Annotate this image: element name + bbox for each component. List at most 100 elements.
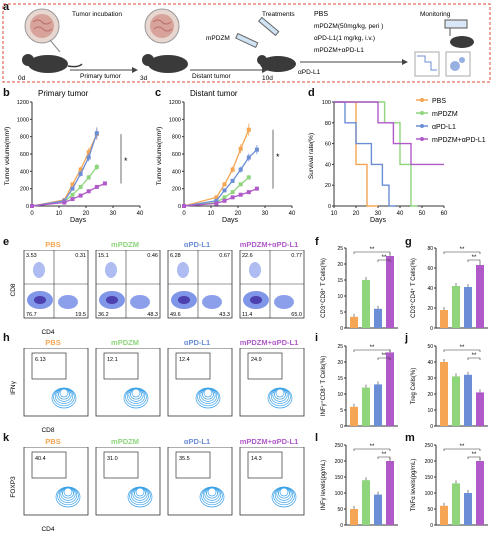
bar-ytick: 150 xyxy=(335,475,344,481)
chart-d-ytick: 0 xyxy=(328,204,331,210)
chart-b-point xyxy=(94,184,99,189)
panel-label-k: k xyxy=(3,432,10,444)
day0-text: 0d xyxy=(18,75,26,82)
flow-xlabel: CD4 xyxy=(41,526,54,533)
flow-gate-value: 35.5 xyxy=(179,456,190,462)
sig-label: ** xyxy=(370,345,375,351)
flow-title: αPD-L1 xyxy=(183,338,211,347)
flow-contour xyxy=(275,388,285,398)
mpdzm-text: mPDZM xyxy=(206,35,230,42)
survival-legend: PBS mPDZM αPD-L1 mPDZM+αPD-L1 xyxy=(416,98,486,144)
panel-label-d: d xyxy=(308,87,315,99)
chart-c-point xyxy=(246,175,251,180)
flow-plot-frame xyxy=(95,447,161,516)
chart-b-point xyxy=(86,155,91,160)
bar-ytick: 50 xyxy=(337,507,343,513)
bar xyxy=(374,384,382,426)
chart-b-significance: * xyxy=(124,156,128,166)
flow-quadrant-value: 0.31 xyxy=(75,253,86,259)
flow-contour xyxy=(135,487,145,497)
regimen-combo: mPDZM+αPD-L1 xyxy=(314,47,364,54)
distant-tumor-text: Distant tumor xyxy=(192,73,231,80)
sig-label: ** xyxy=(382,255,387,261)
regimen-apdl1: αPD-L1(1 mg/kg, i.v.) xyxy=(314,35,375,42)
flow-quadrant-value: 0.67 xyxy=(219,253,230,259)
bar-ytick: 0 xyxy=(340,523,343,529)
flow-gate xyxy=(247,352,283,380)
bar xyxy=(452,483,460,525)
flow-plot-frame xyxy=(167,348,233,417)
chart-c-point xyxy=(246,190,251,195)
bar xyxy=(386,256,394,328)
chart-b-xtick: 20 xyxy=(83,211,90,217)
bar-ytick: 0 xyxy=(430,326,433,332)
flow-xlabel: CD8 xyxy=(41,427,54,434)
needle-line xyxy=(49,39,61,53)
chart-b-point xyxy=(70,182,75,187)
sig-bracket xyxy=(443,349,481,352)
flow-contour xyxy=(131,388,141,398)
bar-ytick: 20 xyxy=(337,360,343,366)
chart-c-xtick: 40 xyxy=(289,211,296,217)
flow-title: PBS xyxy=(45,338,61,347)
chart-b-point xyxy=(94,131,99,136)
flow-gate-value: 40.4 xyxy=(35,456,46,462)
bar-ytick: 200 xyxy=(335,459,344,465)
sig-bracket xyxy=(467,456,481,459)
chart-c-ylabel: Tumor volume(mm³) xyxy=(156,127,163,186)
bar-ytick: 150 xyxy=(425,475,434,481)
chart-b-point xyxy=(78,184,83,189)
chart-d-xtick: 10 xyxy=(331,211,338,217)
chart-c-title: Distant tumor xyxy=(190,89,238,98)
flow-xlabel: CD4 xyxy=(41,329,54,336)
bar-ytick: 10 xyxy=(337,392,343,398)
chart-b-point xyxy=(62,200,67,205)
chart-b-point xyxy=(30,204,34,208)
flow-quadrant-value: 36.2 xyxy=(98,312,109,318)
chart-c-point xyxy=(246,155,251,160)
syringe-icon xyxy=(235,32,259,49)
chart-b-point xyxy=(94,165,99,169)
flow-quadrant-value: 76.7 xyxy=(26,312,37,318)
bar-ytick: 40 xyxy=(427,286,433,292)
monitoring-text: Monitoring xyxy=(420,11,451,18)
bar-ytick: 0 xyxy=(340,424,343,430)
legend-pbs: PBS xyxy=(432,98,446,105)
flow-row-flow_h: IFNγ CD8 6.13 12.1 12.4 24.9 xyxy=(10,348,305,434)
flow-ylabel: CD8 xyxy=(10,283,17,296)
bar-ytick: 5 xyxy=(340,310,343,316)
sig-label: ** xyxy=(460,444,465,450)
chart-b-title: Primary tumor xyxy=(38,89,89,98)
flow-quadrant-value: 22.6 xyxy=(242,253,253,259)
sig-bracket xyxy=(353,251,391,254)
sig-label: ** xyxy=(382,452,387,458)
panel-label-j: j xyxy=(405,332,409,344)
chart-b-point xyxy=(78,171,83,176)
flow-gate-value: 12.4 xyxy=(179,357,190,363)
bar-ylabel: CD3⁺CD8⁺ T Cells(%) xyxy=(320,258,327,318)
bar xyxy=(362,480,370,525)
chart-d-ytick: 40 xyxy=(325,162,331,168)
flow-gate-value: 6.13 xyxy=(35,357,46,363)
chart-b-xtick: 10 xyxy=(56,211,63,217)
chart-b-ytick: 1200 xyxy=(17,100,29,106)
regimen-mpdzm: mPDZM(50mg/kg, peri ) xyxy=(314,23,383,30)
bar-chart: TNFα levels(pg/mL) 0 50 100 150 200 250 ** ** xyxy=(411,443,488,529)
bar-ytick: 250 xyxy=(335,443,344,449)
chart-c-point xyxy=(222,182,227,187)
caliper-icon xyxy=(444,19,468,36)
chart-d-survival-line xyxy=(334,101,444,166)
chart-d-survival-line xyxy=(334,101,418,207)
sig-label: ** xyxy=(460,247,465,253)
chart-d-xtick: 20 xyxy=(353,211,360,217)
chart-b-xlabel: Days xyxy=(70,217,86,224)
chart-d-ytick: 100 xyxy=(322,100,331,106)
chart-c-point xyxy=(238,182,243,187)
flow-quadrant-value: 65.0 xyxy=(291,312,302,318)
panel-label-i: i xyxy=(315,332,319,344)
bar-ytick: 15 xyxy=(337,278,343,284)
chart-c-series-line xyxy=(183,129,250,207)
legend-combo: mPDZM+αPD-L1 xyxy=(432,137,486,144)
flow-title: PBS xyxy=(45,240,61,249)
chart-c-xtick: 30 xyxy=(262,211,269,217)
